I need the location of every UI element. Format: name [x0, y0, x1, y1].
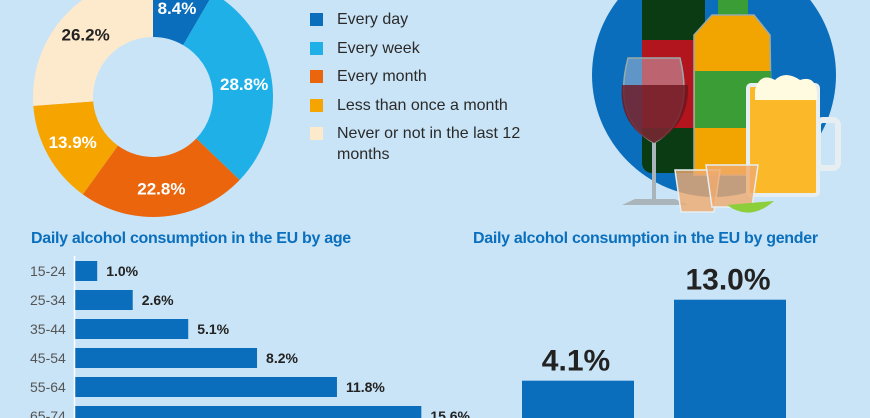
donut-slice	[183, 0, 273, 181]
slice-label: 8.4%	[158, 0, 197, 18]
donut-slice	[82, 138, 240, 218]
legend-item: Less than once a month	[310, 95, 537, 124]
donut-slice	[33, 101, 118, 195]
legend-label: Less than once a month	[337, 96, 508, 114]
legend-swatch	[310, 98, 323, 112]
gender-bar-chart: 4.1% 13.0%	[522, 264, 786, 418]
age-bar-value: 5.1%	[197, 321, 229, 337]
legend-swatch	[310, 13, 323, 26]
age-bar-value: 1.0%	[106, 263, 138, 279]
age-category-label: 15-24	[30, 263, 66, 279]
legend-swatch	[310, 41, 323, 55]
slice-label: 28.8%	[220, 75, 268, 94]
donut-slice	[33, 0, 153, 106]
slice-label: 26.2%	[61, 25, 109, 44]
gender-bar-value: 13.0%	[685, 264, 770, 297]
donut-slice	[153, 0, 210, 46]
alcoholic-drinks-icon	[592, 0, 841, 213]
age-bar-value: 15.6%	[430, 408, 470, 418]
age-bar	[75, 261, 98, 281]
donut-legend: Every day Every week Every month Less th…	[310, 9, 537, 163]
age-category-label: 35-44	[30, 321, 66, 337]
age-bar	[75, 290, 133, 310]
age-category-label: 25-34	[30, 292, 66, 308]
age-chart-title: Daily alcohol consumption in the EU by a…	[31, 230, 351, 247]
age-bar-value: 2.6%	[142, 292, 174, 308]
age-category-label: 65-74	[30, 408, 66, 418]
legend-item: Never or not in the last 12 months	[310, 123, 537, 163]
age-bar-value: 11.8%	[346, 379, 385, 395]
legend-swatch	[310, 127, 323, 140]
legend-label: Every day	[337, 11, 409, 28]
age-bar	[75, 377, 337, 397]
slice-label: 22.8%	[137, 180, 185, 199]
legend-item: Every day	[310, 9, 537, 38]
legend-label: Every month	[337, 68, 427, 85]
age-bar	[75, 406, 422, 418]
age-bar-value: 8.2%	[266, 350, 298, 366]
gender-bar	[522, 380, 634, 418]
age-category-label: 45-54	[30, 350, 66, 366]
age-category-label: 55-64	[30, 379, 66, 395]
legend-label: Every week	[337, 39, 420, 57]
gender-chart-title: Daily alcohol consumption in the EU by g…	[473, 230, 818, 247]
legend-item: Every week	[310, 38, 537, 67]
age-bar-chart: 15-24 1.0% 25-34 2.6% 35-44 5.1% 45-54 8.2% 55-6…	[30, 261, 471, 418]
age-bar	[75, 319, 189, 339]
legend-item: Every month	[310, 66, 537, 95]
legend-swatch	[310, 70, 323, 83]
gender-bar-value: 4.1%	[542, 345, 610, 378]
age-bar	[75, 348, 258, 368]
legend-label: Never or not in the last 12 months	[337, 125, 521, 163]
slice-label: 13.9%	[49, 133, 97, 152]
donut-chart: 8.4% 28.8% 22.8% 13.9% 26.2%	[33, 0, 273, 218]
gender-bar	[674, 299, 786, 418]
